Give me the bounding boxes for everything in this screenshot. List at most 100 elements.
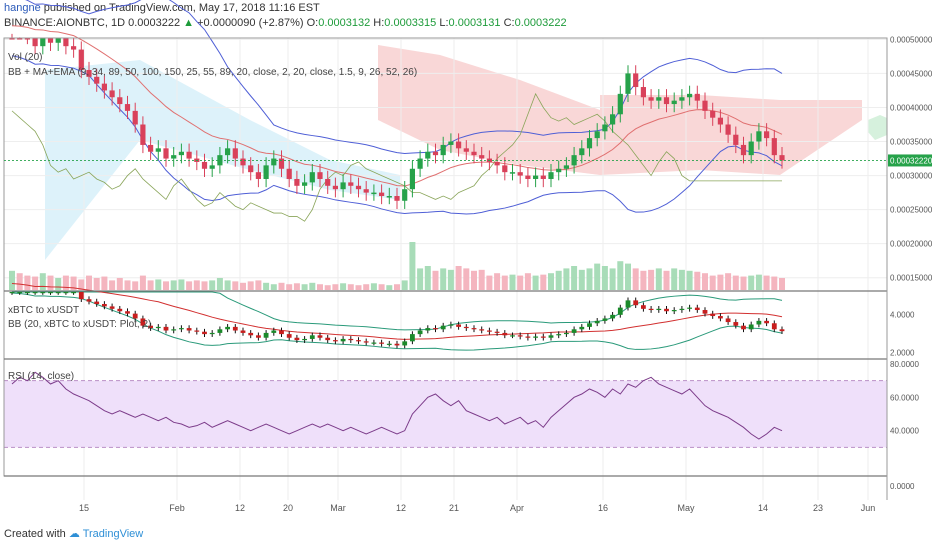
- candle-body: [463, 148, 469, 152]
- p2-candle-body: [232, 326, 238, 331]
- close-label: C:: [503, 17, 515, 29]
- p2-candle-body: [487, 330, 492, 332]
- candle-body: [679, 97, 685, 101]
- last-price-label: 0.00032220: [890, 156, 932, 165]
- footer: Created with ☁ TradingView: [4, 527, 143, 540]
- p2-candle-body: [448, 324, 454, 326]
- candle-body: [725, 124, 731, 135]
- tradingview-brand[interactable]: TradingView: [82, 528, 144, 540]
- p2-candle-body: [718, 316, 723, 319]
- y-tick-label: 0.00040000: [890, 103, 932, 112]
- candle-body: [440, 144, 446, 156]
- bb-pane2-label: BB (20, xBTC to xUSDT: Plot, 2): [8, 319, 152, 330]
- volume-bar: [232, 281, 239, 290]
- volume-bar: [625, 263, 631, 290]
- p2-candle-body: [471, 328, 477, 330]
- candle-body: [32, 38, 38, 47]
- volume-bar: [47, 275, 54, 290]
- p2-candle-body: [725, 318, 731, 323]
- volume-bar: [109, 280, 116, 290]
- p2-candle-body: [687, 307, 692, 309]
- volume-bar: [193, 280, 200, 290]
- volume-bar: [717, 274, 724, 290]
- volume-bar: [640, 270, 647, 290]
- y-tick-label: 0.00020000: [890, 240, 932, 249]
- p2-candle-body: [741, 325, 746, 330]
- volume-bar: [101, 276, 108, 290]
- candle-body: [663, 97, 670, 105]
- p2-candle-body: [494, 331, 500, 333]
- volume-bar: [132, 281, 139, 290]
- cloud-red: [600, 95, 862, 175]
- candle-body: [302, 182, 308, 186]
- volume-bar: [401, 280, 408, 290]
- p2-candle-body: [702, 310, 708, 314]
- p2-candle-body: [71, 292, 76, 294]
- candle-body: [610, 114, 616, 125]
- candle-body: [225, 148, 231, 156]
- p2-candle-body: [671, 310, 677, 312]
- candle-body: [509, 172, 516, 174]
- p2-candle-body: [425, 328, 431, 331]
- volume-bar: [655, 268, 662, 290]
- rsi-y-tick-label: 40.0000: [890, 427, 919, 436]
- candle-body: [771, 138, 777, 156]
- rsi-label: RSI (14, close): [8, 371, 75, 382]
- xbtc-label: xBTC to xUSDT: [8, 305, 80, 316]
- volume-bar: [455, 266, 462, 290]
- volume-bar: [678, 269, 685, 290]
- rsi-line: [11, 371, 783, 440]
- volume-bar: [216, 278, 223, 290]
- candle-body: [148, 144, 154, 152]
- candle-body: [363, 189, 369, 193]
- p2-candle-body: [417, 330, 423, 335]
- p2-candle-body: [9, 292, 15, 294]
- p2-candle-body: [371, 342, 377, 344]
- candle-body: [232, 148, 238, 159]
- symbol-info: BINANCE:AIONBTC, 1D 0.0003222 ▲ +0.00000…: [4, 17, 567, 29]
- candle-body: [117, 97, 123, 105]
- p2-candle-body: [656, 308, 662, 311]
- author-name[interactable]: hangne: [4, 2, 41, 14]
- volume-bar: [62, 275, 69, 290]
- p2-candle-body: [317, 335, 323, 338]
- x-tick-label: 20: [283, 503, 293, 513]
- p2-candle-body: [155, 326, 161, 329]
- candle-body: [602, 124, 608, 132]
- x-tick-label: Mar: [330, 503, 346, 513]
- volume-bar: [540, 274, 547, 290]
- candle-body: [24, 38, 30, 40]
- p2-candle-body: [217, 329, 223, 333]
- x-tick-label: Jun: [861, 503, 876, 513]
- last-price-tag: [888, 154, 932, 167]
- p2-candle-body: [263, 332, 269, 338]
- volume-bar: [509, 274, 516, 290]
- rsi-band-fill: [4, 380, 887, 448]
- candle-body: [540, 175, 546, 179]
- low-value: 0.0003131: [448, 17, 501, 29]
- volume-bar: [247, 281, 254, 290]
- candle-body: [109, 90, 115, 98]
- candle-body: [348, 182, 354, 186]
- candle-body: [571, 155, 577, 166]
- p2-candle-body: [194, 330, 200, 332]
- volume-bar: [340, 283, 347, 290]
- volume-bar: [201, 281, 208, 290]
- candle-body: [586, 138, 593, 149]
- volume-bar: [16, 273, 23, 290]
- p2-candle-body: [148, 325, 153, 329]
- candle-body: [756, 131, 762, 142]
- volume-bar: [779, 278, 785, 290]
- p2-candle-body: [302, 338, 307, 341]
- volume-bar: [139, 275, 146, 290]
- volume-bar: [632, 268, 639, 290]
- volume-bar: [116, 278, 123, 290]
- candle-body: [332, 185, 338, 190]
- candle-body: [579, 148, 585, 156]
- volume-bar: [317, 284, 323, 290]
- y-tick-label: 0.00035000: [890, 138, 932, 147]
- p2-candle-body: [256, 335, 261, 338]
- volume-bar: [524, 273, 531, 290]
- p2-candle-body: [748, 324, 754, 330]
